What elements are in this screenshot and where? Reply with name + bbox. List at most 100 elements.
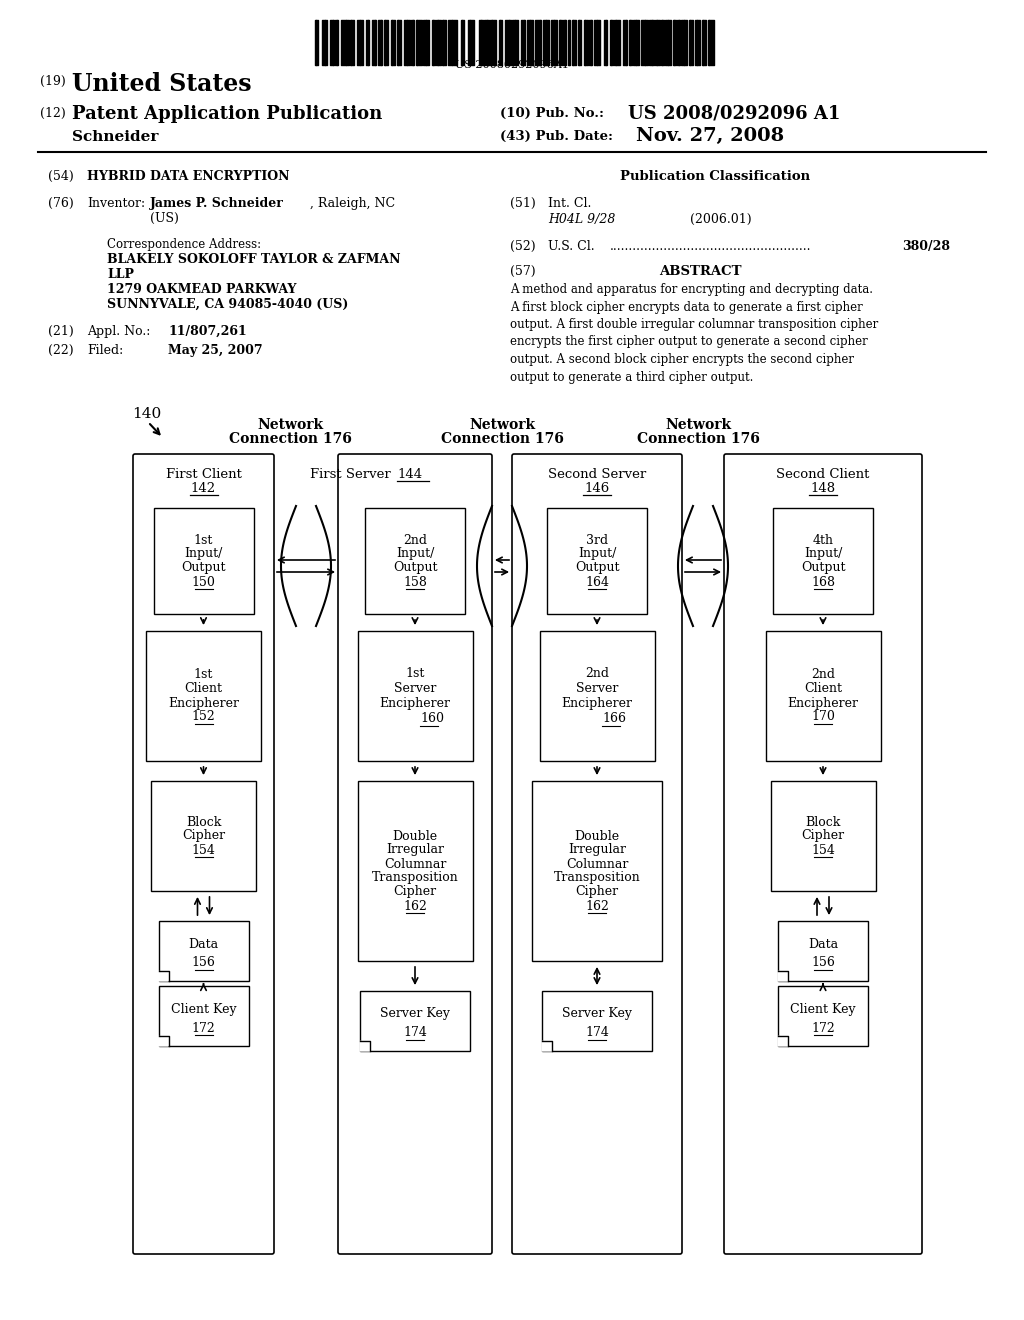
Text: Double: Double (574, 829, 620, 842)
Text: Second Client: Second Client (776, 469, 869, 480)
Text: Input/: Input/ (396, 548, 434, 561)
Text: Appl. No.:: Appl. No.: (87, 325, 151, 338)
Text: Cipher: Cipher (575, 886, 618, 899)
Text: , Raleigh, NC: , Raleigh, NC (310, 197, 395, 210)
Text: Server Key: Server Key (562, 1007, 632, 1020)
Text: Publication Classification: Publication Classification (620, 170, 810, 183)
Text: 140: 140 (132, 407, 161, 421)
Text: Output: Output (801, 561, 845, 574)
Text: Output: Output (393, 561, 437, 574)
Text: Encipherer: Encipherer (787, 697, 858, 710)
Text: Block: Block (185, 816, 221, 829)
Text: (US): (US) (150, 213, 179, 224)
Text: 154: 154 (191, 843, 215, 857)
Text: Input/: Input/ (804, 548, 842, 561)
Text: 148: 148 (810, 482, 836, 495)
Text: 158: 158 (403, 576, 427, 589)
FancyBboxPatch shape (778, 986, 868, 1045)
Text: Data: Data (188, 937, 218, 950)
Text: 380/28: 380/28 (902, 240, 950, 253)
Text: 172: 172 (811, 1022, 835, 1035)
Text: US 2008/0292096 A1: US 2008/0292096 A1 (628, 106, 841, 123)
Text: 142: 142 (190, 482, 216, 495)
Text: May 25, 2007: May 25, 2007 (168, 345, 262, 356)
FancyBboxPatch shape (159, 986, 249, 1045)
Text: Columnar: Columnar (566, 858, 628, 870)
FancyBboxPatch shape (357, 631, 472, 762)
Text: Second Server: Second Server (548, 469, 646, 480)
FancyBboxPatch shape (357, 781, 472, 961)
Text: Server: Server (575, 682, 618, 696)
Text: Transposition: Transposition (372, 871, 459, 884)
Text: 144: 144 (397, 469, 422, 480)
Polygon shape (778, 1036, 788, 1045)
FancyBboxPatch shape (365, 508, 465, 614)
Polygon shape (360, 1041, 370, 1051)
Polygon shape (159, 972, 169, 981)
Text: James P. Schneider: James P. Schneider (150, 197, 284, 210)
Text: Connection 176: Connection 176 (228, 432, 351, 446)
FancyBboxPatch shape (133, 454, 274, 1254)
FancyBboxPatch shape (338, 454, 492, 1254)
FancyBboxPatch shape (778, 921, 868, 981)
Text: Irregular: Irregular (568, 843, 626, 857)
FancyBboxPatch shape (547, 508, 647, 614)
Text: Encipherer: Encipherer (380, 697, 451, 710)
Text: HYBRID DATA ENCRYPTION: HYBRID DATA ENCRYPTION (87, 170, 290, 183)
Text: SUNNYVALE, CA 94085-4040 (US): SUNNYVALE, CA 94085-4040 (US) (106, 298, 348, 312)
Text: Connection 176: Connection 176 (440, 432, 563, 446)
Text: Client: Client (184, 682, 222, 696)
Text: 164: 164 (585, 576, 609, 589)
Text: 4th: 4th (812, 533, 834, 546)
Text: First Client: First Client (166, 469, 242, 480)
FancyBboxPatch shape (146, 631, 261, 762)
FancyBboxPatch shape (773, 508, 873, 614)
FancyBboxPatch shape (512, 454, 682, 1254)
Text: (19): (19) (40, 75, 66, 88)
Text: 162: 162 (403, 899, 427, 912)
Text: ....................................................: ........................................… (610, 240, 811, 253)
Text: First Server: First Server (310, 469, 395, 480)
Text: 170: 170 (811, 710, 835, 723)
Text: 146: 146 (585, 482, 609, 495)
Text: Int. Cl.: Int. Cl. (548, 197, 592, 210)
Text: 160: 160 (420, 711, 444, 725)
Text: 1279 OAKMEAD PARKWAY: 1279 OAKMEAD PARKWAY (106, 282, 297, 296)
Text: Input/: Input/ (184, 548, 222, 561)
Text: Output: Output (181, 561, 225, 574)
FancyBboxPatch shape (770, 781, 876, 891)
Text: Nov. 27, 2008: Nov. 27, 2008 (636, 127, 784, 145)
Text: Network: Network (469, 418, 536, 432)
Text: United States: United States (72, 73, 252, 96)
Text: 1st: 1st (406, 667, 425, 680)
Text: Network: Network (257, 418, 323, 432)
Text: Output: Output (574, 561, 620, 574)
Text: U.S. Cl.: U.S. Cl. (548, 240, 595, 253)
FancyBboxPatch shape (151, 781, 256, 891)
Polygon shape (542, 1041, 552, 1051)
Text: Transposition: Transposition (554, 871, 640, 884)
Text: 174: 174 (403, 1027, 427, 1040)
Text: (52): (52) (510, 240, 536, 253)
Text: Server Key: Server Key (380, 1007, 450, 1020)
Text: BLAKELY SOKOLOFF TAYLOR & ZAFMAN: BLAKELY SOKOLOFF TAYLOR & ZAFMAN (106, 253, 400, 267)
Text: Irregular: Irregular (386, 843, 444, 857)
Text: 172: 172 (191, 1022, 215, 1035)
Text: (76): (76) (48, 197, 74, 210)
Text: 156: 156 (811, 957, 835, 969)
Text: 1st: 1st (194, 533, 213, 546)
Text: LLP: LLP (106, 268, 134, 281)
FancyBboxPatch shape (159, 921, 249, 981)
FancyBboxPatch shape (540, 631, 654, 762)
FancyBboxPatch shape (532, 781, 662, 961)
Text: 152: 152 (191, 710, 215, 723)
FancyBboxPatch shape (360, 991, 470, 1051)
Text: Schneider: Schneider (72, 129, 159, 144)
Text: Client Key: Client Key (791, 1002, 856, 1015)
Polygon shape (159, 1036, 169, 1045)
Text: 156: 156 (191, 957, 215, 969)
Text: Patent Application Publication: Patent Application Publication (72, 106, 382, 123)
Text: A method and apparatus for encrypting and decrypting data.
A first block cipher : A method and apparatus for encrypting an… (510, 282, 879, 384)
FancyBboxPatch shape (766, 631, 881, 762)
Text: Data: Data (808, 937, 838, 950)
